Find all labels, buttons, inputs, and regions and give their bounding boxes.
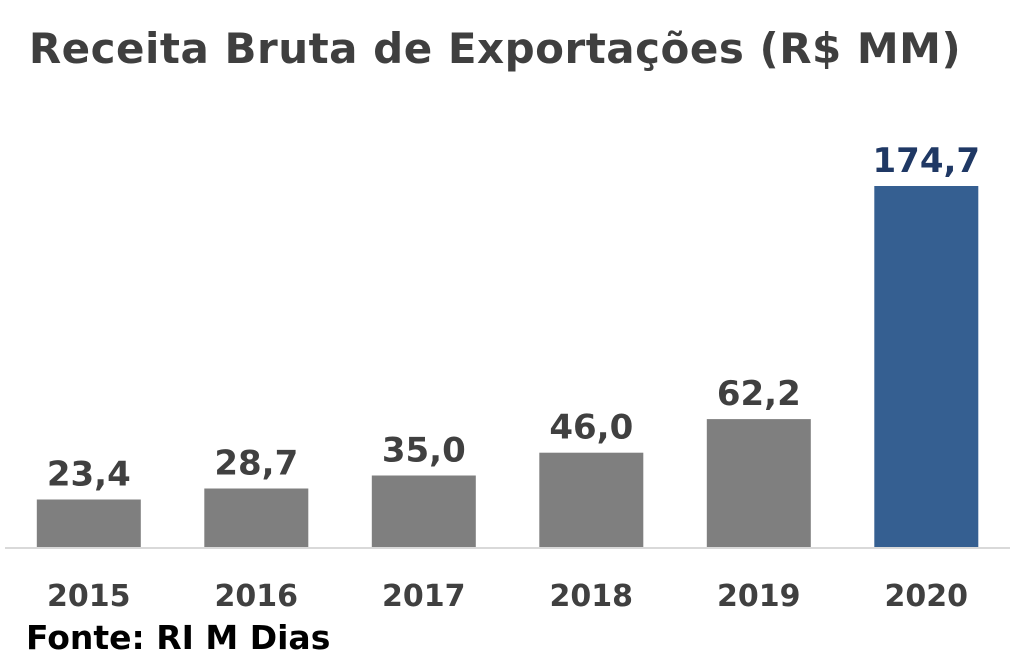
value-labels-layer: 23,4 28,7 35,0 46,0 62,2 174,7 (47, 141, 980, 495)
x-tick-label-2018: 2018 (550, 579, 634, 614)
x-tick-label-2016: 2016 (215, 579, 299, 614)
x-tick-label-2017: 2017 (382, 579, 466, 614)
bar-2020 (874, 186, 979, 548)
bar-2019 (706, 419, 811, 548)
bar-2016 (204, 488, 309, 548)
value-label-2016: 28,7 (214, 444, 298, 484)
bars-layer (36, 186, 979, 548)
value-label-2015: 23,4 (47, 455, 131, 495)
source-note: Fonte: RI M Dias (26, 618, 331, 657)
x-tick-label-2020: 2020 (885, 579, 969, 614)
bar-2015 (36, 499, 141, 548)
x-tick-label-2019: 2019 (717, 579, 801, 614)
x-tick-labels-layer: 2015 2016 2017 2018 2019 2020 (47, 579, 968, 614)
value-label-2019: 62,2 (717, 374, 801, 414)
bar-2018 (539, 452, 644, 548)
value-label-2017: 35,0 (382, 431, 466, 471)
value-label-2020: 174,7 (873, 141, 981, 181)
x-tick-label-2015: 2015 (47, 579, 131, 614)
value-label-2018: 46,0 (549, 408, 633, 448)
chart-title: Receita Bruta de Exportações (R$ MM) (28, 24, 962, 73)
bar-2017 (371, 475, 476, 548)
